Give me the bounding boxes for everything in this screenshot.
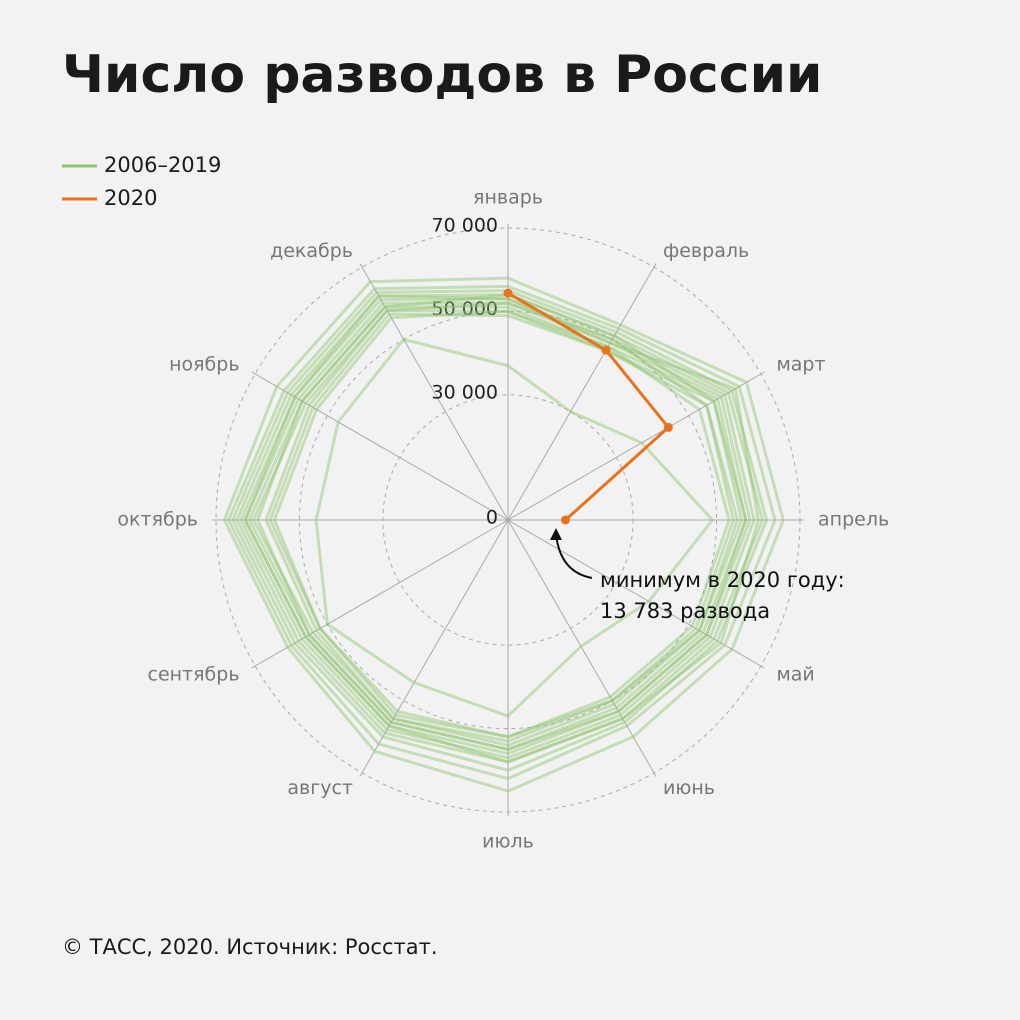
annotation-arrow bbox=[555, 533, 593, 579]
category-label: июль bbox=[482, 831, 534, 853]
point bbox=[560, 515, 570, 525]
r-tick-label: 70 000 bbox=[432, 215, 498, 237]
series-line bbox=[272, 309, 731, 739]
category-label: декабрь bbox=[270, 240, 353, 262]
legend-label: 2020 bbox=[104, 186, 157, 210]
spoke bbox=[507, 263, 657, 521]
spoke bbox=[251, 371, 509, 521]
spoke bbox=[359, 263, 509, 521]
footer: © ТАСС, 2020. Источник: Росстат. bbox=[62, 935, 438, 959]
grid: январь февраль март апрель май июнь июль август… bbox=[117, 187, 889, 853]
grid-circle bbox=[382, 394, 634, 646]
point bbox=[601, 345, 611, 355]
series-line bbox=[314, 337, 714, 718]
annotation: 13 783 развода bbox=[600, 599, 770, 623]
category-label: июнь bbox=[663, 777, 715, 799]
category-label: октябрь bbox=[117, 509, 198, 531]
annotation-arrowhead bbox=[550, 528, 562, 540]
spoke bbox=[507, 519, 765, 669]
grid-circle bbox=[215, 227, 801, 813]
grid-circle bbox=[298, 310, 718, 730]
series-line bbox=[243, 294, 760, 764]
series-line bbox=[252, 309, 744, 747]
series-line bbox=[227, 284, 777, 781]
spoke bbox=[507, 519, 657, 777]
series-line bbox=[507, 291, 670, 522]
spoke bbox=[359, 519, 509, 777]
category-label: февраль bbox=[663, 240, 749, 262]
plot bbox=[222, 276, 785, 793]
chart-title: Число разводов в России bbox=[62, 45, 822, 105]
category-label: ноябрь bbox=[169, 354, 239, 376]
series-line bbox=[231, 289, 769, 772]
series-line bbox=[256, 293, 748, 751]
category-label: январь bbox=[473, 187, 543, 209]
category-label: сентябрь bbox=[148, 664, 240, 686]
category-label: март bbox=[776, 354, 825, 376]
series-line bbox=[222, 276, 785, 793]
category-label: август bbox=[287, 777, 353, 799]
series-line bbox=[239, 297, 756, 760]
annotation: минимум в 2020 году: bbox=[600, 568, 845, 592]
spoke bbox=[507, 371, 765, 521]
category-label: май bbox=[776, 664, 814, 686]
series-line bbox=[247, 305, 748, 751]
r-tick-label: 0 bbox=[486, 507, 498, 529]
category-label: апрель bbox=[818, 509, 889, 531]
legend-label: 2006–2019 bbox=[104, 153, 221, 177]
r-tick-label: 30 000 bbox=[432, 381, 498, 403]
point bbox=[503, 288, 513, 298]
series-line bbox=[235, 293, 764, 764]
series-line bbox=[264, 301, 739, 743]
series-line bbox=[268, 312, 735, 739]
point bbox=[663, 422, 673, 432]
spoke bbox=[251, 519, 509, 669]
series-line bbox=[243, 301, 752, 756]
r-tick-label: 50 000 bbox=[432, 298, 498, 320]
